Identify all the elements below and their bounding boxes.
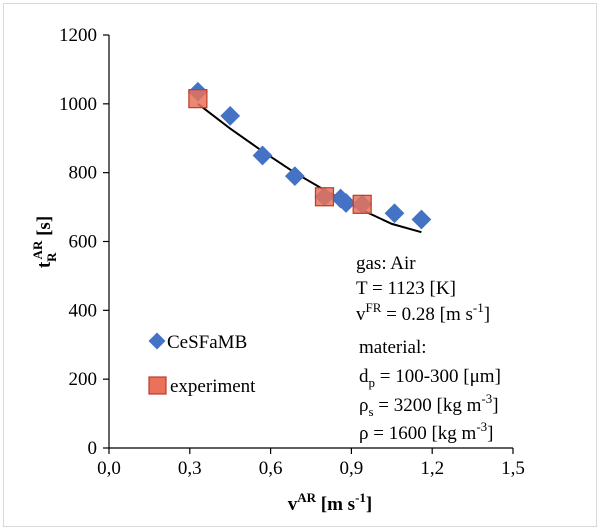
fit-curve — [197, 103, 422, 234]
cesfamb-point — [336, 193, 356, 213]
material-note-line: ρ = 1600 [kg m-3] — [359, 419, 493, 444]
legend-item-cesfamb: CeSFaMB — [148, 332, 247, 353]
x-tick-label: 1,2 — [420, 458, 444, 479]
x-tick-label: 0,3 — [178, 458, 202, 479]
gas-note-line: gas: Air — [356, 253, 416, 274]
y-axis-label-base: t — [34, 261, 55, 268]
cesfamb-point — [220, 105, 241, 126]
y-tick-label: 0 — [88, 438, 98, 459]
x-axis-label-unit-end: ] — [366, 494, 372, 515]
y-tick-label: 400 — [69, 300, 98, 321]
y-tick-label: 200 — [69, 369, 98, 390]
annotations: gas: Air T = 1123 [K]vFR = 0.28 [m s-1] ma… — [356, 253, 501, 444]
y-axis-label-unit: [s] — [34, 216, 55, 241]
legend-square-marker — [148, 376, 167, 395]
x-tick-label: 0,0 — [97, 458, 121, 479]
material-note-line: ρs = 3200 [kg m-3] — [359, 391, 499, 419]
y-tick-label: 1000 — [59, 94, 97, 115]
y-tick-labels: 0 200 400 600 800 1000 1200 — [59, 25, 109, 459]
experiment-point — [188, 89, 208, 109]
gas-note-line: T = 1123 [K] — [356, 278, 456, 299]
x-axis-label-unit-sup: -1 — [355, 490, 366, 505]
x-axis-label: vAR [m s-1] — [288, 490, 373, 515]
cesfamb-point — [411, 209, 432, 230]
x-tick-label: 0,6 — [259, 458, 283, 479]
cesfamb-point — [252, 145, 273, 166]
material-note-line: material: — [359, 337, 427, 358]
legend: CeSFaMB experiment — [148, 332, 256, 397]
cesfamb-point — [284, 166, 305, 187]
y-axis-label: tRAR [s] — [30, 216, 59, 268]
chart-frame — [3, 3, 597, 527]
x-axis-label-sup: AR — [297, 490, 316, 505]
y-tick-label: 600 — [69, 232, 98, 253]
data-points — [187, 81, 432, 230]
y-axis-label-sup: AR — [30, 240, 45, 259]
experiment-point — [352, 194, 372, 214]
legend-diamond-marker — [148, 332, 166, 350]
y-tick-label: 1200 — [59, 25, 97, 46]
material-note-line: dp = 100-300 [μm] — [359, 366, 501, 390]
x-axis-label-unit: [m s — [316, 494, 355, 515]
x-tick-label: 1,5 — [501, 458, 525, 479]
legend-label-cesfamb: CeSFaMB — [167, 332, 247, 353]
x-axis-label-base: v — [288, 494, 298, 515]
x-tick-labels: 0,0 0,3 0,6 0,9 1,2 1,5 — [97, 448, 525, 479]
y-axis-label-sub: R — [44, 252, 59, 262]
gas-note-line: vFR = 0.28 [m s-1] — [356, 300, 490, 325]
cesfamb-point — [384, 203, 405, 224]
y-tick-label: 800 — [69, 163, 98, 184]
x-tick-label: 0,9 — [340, 458, 364, 479]
legend-item-experiment: experiment — [148, 376, 256, 397]
legend-label-experiment: experiment — [170, 376, 256, 397]
experiment-point — [314, 187, 335, 207]
